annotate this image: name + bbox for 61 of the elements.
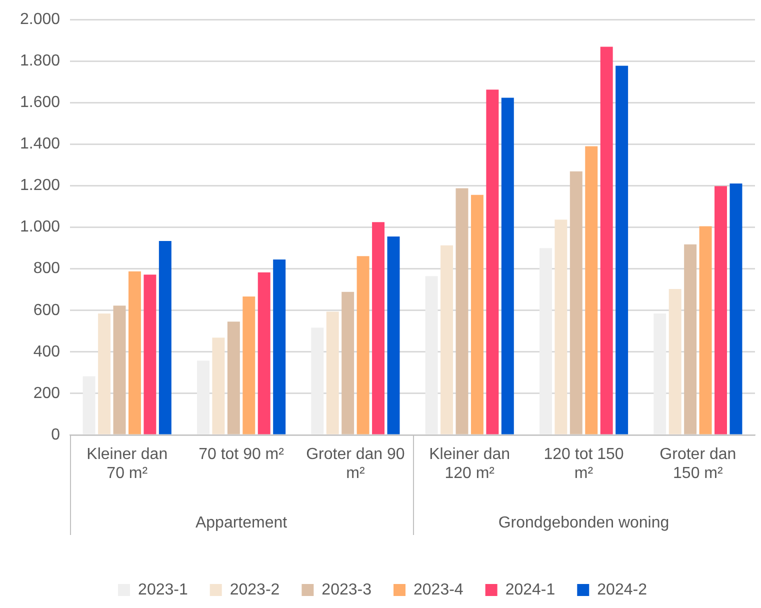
bar (570, 171, 582, 434)
bar (501, 98, 514, 434)
bar (158, 241, 172, 434)
text: Grondgebonden woning (498, 514, 670, 532)
x-tick-label: Kleiner dan 120 m² (429, 446, 510, 482)
bar (144, 274, 156, 434)
bar (227, 322, 240, 434)
legend-label: 2024-2 (597, 581, 648, 598)
bar (585, 146, 598, 434)
bar (616, 66, 628, 434)
legend-label: 2023-3 (322, 581, 372, 598)
bar (98, 313, 111, 434)
legend-label: 2023-4 (414, 581, 464, 598)
bar (311, 328, 324, 434)
bar (212, 338, 225, 434)
bar (730, 183, 742, 434)
legend-label: 2023-2 (230, 581, 280, 598)
x-tick-label: 120 tot 150 m² (544, 446, 624, 482)
bar (554, 220, 568, 434)
bar (539, 248, 552, 434)
x-tick-label: Groter dan 90 m² (306, 446, 405, 482)
x-tick-label: Kleiner dan 70 m² (86, 446, 168, 482)
bar (486, 90, 499, 434)
legend-label: 2023-1 (138, 581, 188, 598)
legend-label: 2024-1 (505, 581, 556, 598)
bar (242, 296, 256, 434)
bar (440, 245, 454, 434)
bar (342, 292, 354, 434)
y-tick-label: 600 (33, 302, 60, 319)
bar (699, 226, 712, 434)
bar (470, 194, 484, 434)
y-tick-label: 800 (33, 260, 60, 278)
x-tick-label: 70 tot 90 m² (198, 446, 285, 464)
y-tick-label: 1.000 (20, 218, 60, 236)
bar (196, 360, 210, 434)
bar (356, 256, 370, 434)
bar (326, 312, 339, 434)
bar (273, 259, 286, 434)
y-tick-label: 1.800 (20, 52, 60, 70)
bar (387, 236, 400, 434)
bar (600, 46, 613, 434)
bar (714, 186, 727, 434)
y-tick-label: 1.600 (20, 94, 60, 112)
bar (258, 272, 270, 434)
text: Appartement (195, 514, 288, 532)
y-tick-label: 1.200 (20, 177, 60, 194)
bar (113, 306, 126, 434)
bar (654, 313, 666, 434)
bar (372, 222, 385, 434)
y-tick-label: 200 (33, 384, 60, 402)
bar (82, 376, 96, 434)
bar (668, 288, 682, 434)
bar (456, 188, 468, 434)
bar (684, 244, 697, 434)
bar (425, 276, 438, 434)
x-tick-label: Groter dan 150 m² (660, 446, 736, 482)
y-tick-label: 0 (51, 426, 60, 444)
y-tick-label: 400 (33, 343, 60, 360)
bar (128, 271, 141, 434)
y-tick-label: 1.400 (20, 136, 60, 153)
y-tick-label: 2.000 (20, 11, 60, 28)
